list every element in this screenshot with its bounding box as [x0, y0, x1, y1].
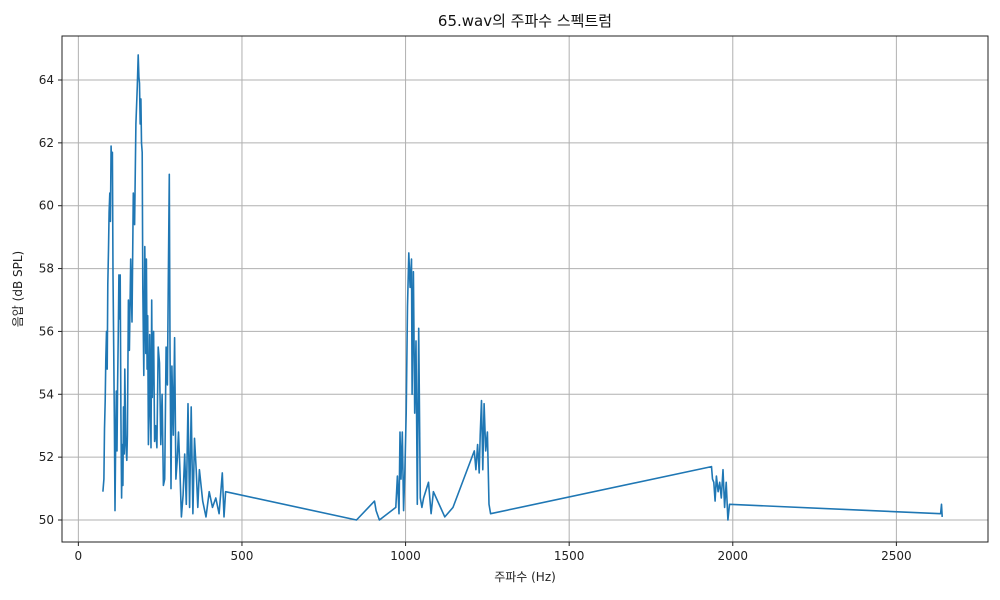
y-tick-label: 52 — [39, 450, 54, 464]
grid-layer — [62, 36, 988, 542]
y-tick-label: 50 — [39, 513, 54, 527]
x-axis-label: 주파수 (Hz) — [494, 570, 556, 584]
y-tick-label: 62 — [39, 136, 54, 150]
y-axis: 50 52 54 56 58 60 62 64 — [39, 73, 62, 527]
x-tick-label: 2000 — [718, 549, 749, 563]
y-tick-label: 60 — [39, 199, 54, 213]
y-axis-label: 음압 (dB SPL) — [11, 251, 25, 327]
x-tick-label: 0 — [75, 549, 83, 563]
x-tick-label: 1000 — [390, 549, 421, 563]
plot-frame — [61, 35, 989, 543]
x-tick-label: 2500 — [881, 549, 912, 563]
y-tick-label: 56 — [39, 324, 54, 338]
chart-title: 65.wav의 주파수 스펙트럼 — [438, 12, 612, 30]
y-tick-label: 58 — [39, 262, 54, 276]
x-tick-label: 1500 — [554, 549, 585, 563]
series-layer — [102, 54, 943, 521]
x-axis: 0 500 1000 1500 2000 2500 — [75, 542, 912, 563]
x-tick-label: 500 — [231, 549, 254, 563]
spectrum-line — [102, 54, 943, 521]
y-tick-label: 64 — [39, 73, 54, 87]
y-tick-label: 54 — [39, 387, 54, 401]
